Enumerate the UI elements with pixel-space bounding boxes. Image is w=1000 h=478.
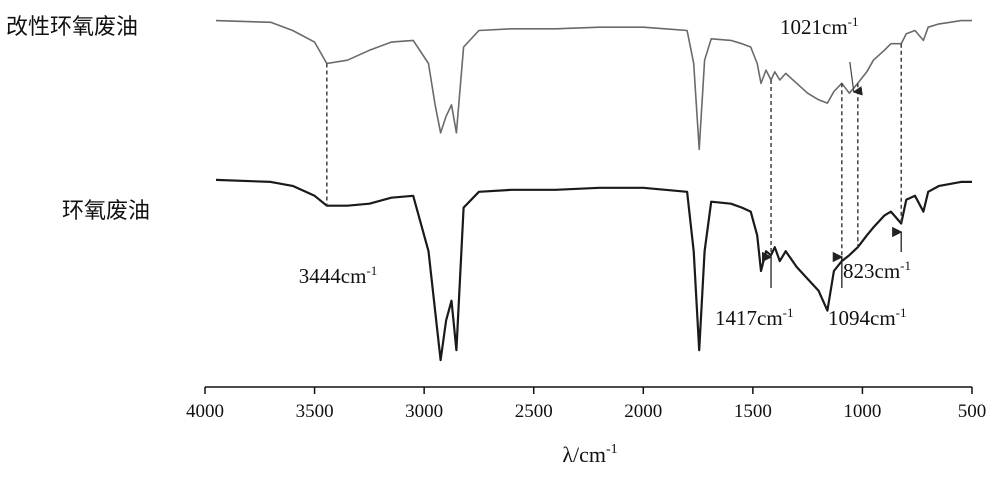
annotation-text-3444: 3444cm	[299, 264, 367, 288]
x-axis-label-text: λ/cm	[562, 442, 606, 467]
spectra-group	[215, 19, 972, 362]
x-tick-label-2000: 2000	[624, 401, 662, 422]
annotation-text-1021: 1021cm	[780, 15, 848, 39]
x-tick-label-1500: 1500	[734, 401, 772, 422]
x-tick-label-3000: 3000	[405, 401, 443, 422]
x-axis: 4000 3500 3000 2500 2000 1500 1000 500	[186, 386, 987, 422]
x-tick-label-3500: 3500	[296, 401, 334, 422]
x-axis-label-sup: -1	[606, 442, 618, 457]
x-axis-label: λ/cm-1	[562, 442, 617, 467]
annotation-text-823: 823cm	[843, 259, 900, 283]
x-tick-label-4000: 4000	[186, 401, 224, 422]
annotation-text-1094: 1094cm	[828, 306, 896, 330]
annotation-label-1094: 1094cm-1	[828, 305, 907, 330]
annotation-sup-1094: -1	[896, 305, 907, 320]
annotation-label-3444: 3444cm-1	[299, 263, 378, 288]
arrow-1021	[849, 61, 863, 96]
series-label-modified: 改性环氧废油	[6, 15, 138, 40]
x-tick-label-500: 500	[958, 401, 987, 422]
spectrum-line-modified	[215, 19, 972, 151]
annotation-sup-1021: -1	[848, 14, 859, 29]
annotation-sup-823: -1	[900, 258, 911, 273]
annotation-label-1021: 1021cm-1	[780, 14, 859, 39]
annotation-label-1417: 1417cm-1	[715, 305, 794, 330]
x-tick-label-1000: 1000	[843, 401, 881, 422]
series-label-original: 环氧废油	[62, 199, 150, 224]
spectrum-line-original	[215, 178, 972, 362]
annotation-label-823: 823cm-1	[843, 258, 911, 283]
x-tick-label-2500: 2500	[515, 401, 553, 422]
annotation-text-1417: 1417cm	[715, 306, 783, 330]
annotation-sup-1417: -1	[783, 305, 794, 320]
dropline-group	[326, 43, 902, 262]
annotation-sup-3444: -1	[366, 263, 377, 278]
